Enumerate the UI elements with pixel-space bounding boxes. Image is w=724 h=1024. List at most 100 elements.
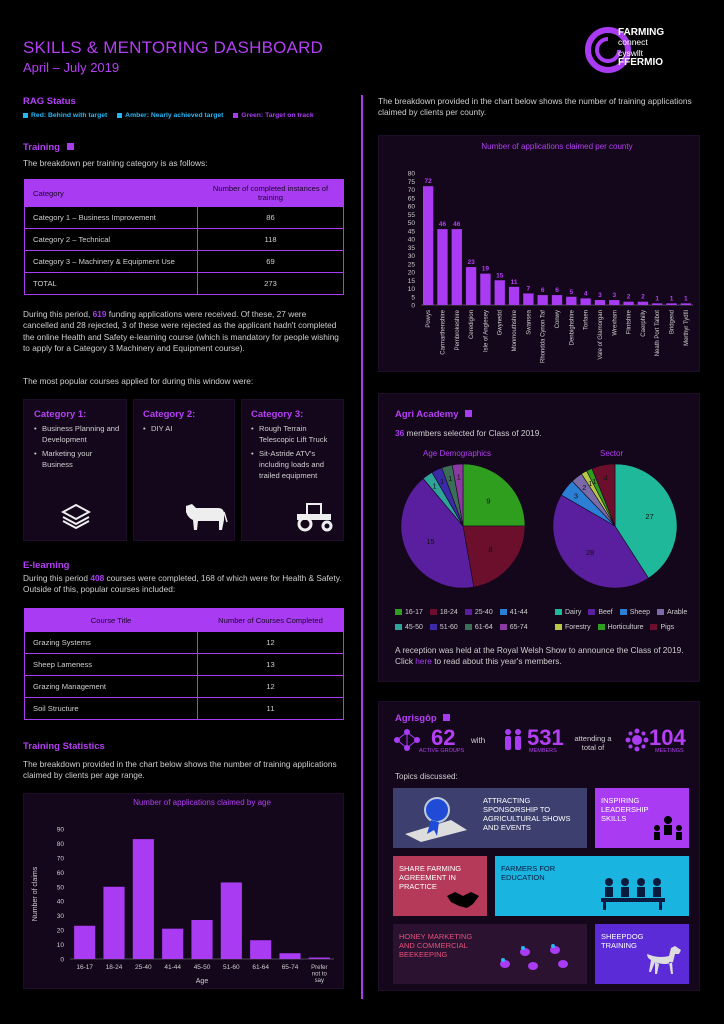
x-tick-label: Denbighshire [569, 309, 575, 345]
legend-item: 61-64 [464, 622, 493, 634]
table-row: TOTAL 273 [24, 272, 344, 295]
sheepdog-icon [647, 946, 681, 974]
data-label: 72 [425, 178, 433, 185]
legend-swatch [657, 609, 664, 616]
elearning-title: E-learning [23, 560, 70, 571]
category-3-card: Category 3: Rough Terrain Telescopic Lif… [241, 399, 344, 541]
x-tick-label: 41-44 [164, 964, 181, 971]
training-intro: The breakdown per training category is a… [23, 158, 208, 168]
leader-icon [654, 816, 682, 840]
meetings-number: 104 [649, 725, 686, 750]
category-2-title: Category 2: [143, 409, 196, 420]
y-tick-label: 20 [57, 928, 65, 935]
y-tick-label: 35 [408, 245, 416, 252]
pie-slice [591, 463, 616, 527]
bar [308, 957, 330, 959]
topic-share-farming: SHARE FARMING AGREEMENT IN PRACTICE [393, 856, 487, 916]
pie-slice [451, 463, 464, 527]
classroom-icon [601, 878, 665, 910]
network-icon [394, 729, 420, 751]
slice-label: 27 [645, 512, 653, 521]
data-label: 2 [641, 294, 645, 301]
training-table: Category Number of completed instances of… [24, 179, 344, 295]
x-tick-label: 61-64 [252, 964, 269, 971]
handshake-icon [447, 892, 479, 908]
legend-item: 18-24 [429, 607, 458, 619]
x-tick-label: Swansea [526, 309, 532, 334]
bar [508, 286, 520, 305]
x-tick-label: 45-50 [194, 964, 211, 971]
training-col-category: Category [24, 179, 198, 207]
legend-item: Horticulture [597, 622, 643, 634]
list-item: DIY AI [143, 423, 228, 434]
x-tick-label: Carmarthenshire [440, 309, 446, 354]
bar [680, 303, 691, 305]
agri-members-text: 36 members selected for Class of 2019. [395, 428, 542, 438]
table-row: Category 2 – Technical 118 [24, 228, 344, 251]
bar [580, 298, 591, 305]
legend-swatch [395, 609, 402, 616]
meetings-icon [625, 728, 649, 752]
x-tick-label: Wrexham [612, 310, 618, 336]
x-tick-label: 51-60 [223, 964, 240, 971]
x-tick-label: Ceredigion [469, 310, 475, 339]
x-tick-label: Caerphilly [641, 310, 647, 337]
data-label: 2 [627, 294, 631, 301]
x-tick-label: Neath Port Talbot [655, 310, 661, 357]
sector-title: Sector [600, 449, 624, 458]
y-tick-label: 50 [57, 884, 65, 891]
y-tick-label: 60 [57, 870, 65, 877]
data-label: 11 [511, 279, 518, 286]
bar [551, 295, 563, 305]
rag-amber-label: Amber: Nearly achieved target [125, 112, 224, 119]
bar [132, 839, 154, 959]
tractor-icon [297, 503, 333, 532]
x-tick-label: Merthyr Tydfil [684, 310, 690, 346]
y-tick-label: 25 [408, 261, 416, 268]
data-label: 6 [541, 287, 545, 294]
legend-swatch [499, 609, 507, 616]
y-tick-label: 80 [408, 171, 416, 178]
bar [523, 293, 534, 305]
logo-text-ffermio: FFERMIO [618, 57, 663, 68]
list-item: Marketing your Business [34, 448, 120, 470]
y-tick-label: 70 [408, 187, 416, 194]
legend-swatch [555, 624, 562, 631]
funding-paragraph: During this period, 619 funding applicat… [23, 309, 339, 354]
here-link[interactable]: here [415, 656, 432, 667]
bar [623, 301, 634, 305]
slice-label: 1 [588, 479, 592, 488]
legend-item: 45-50 [395, 622, 423, 634]
data-label: 46 [453, 221, 461, 228]
training-stats-text: The breakdown provided in the chart belo… [23, 759, 337, 781]
slice-label: 1 [448, 474, 452, 483]
y-tick-label: 40 [57, 899, 65, 906]
slice-label: 4 [604, 473, 608, 482]
bar [465, 267, 477, 305]
y-tick-label: 75 [408, 179, 416, 186]
x-tick-label: Powys [426, 310, 432, 328]
legend-item: Forestry [555, 622, 591, 634]
x-tick-label: Bridgend [670, 310, 676, 334]
elearning-table: Course Title Number of Courses Completed … [24, 608, 344, 720]
bar [637, 301, 649, 305]
y-tick-label: 70 [57, 855, 65, 862]
bar [220, 882, 242, 959]
x-tick-label: 65-74 [282, 964, 299, 971]
legend-item: 65-74 [499, 622, 528, 634]
slice-label: 15 [426, 537, 434, 546]
bar [103, 886, 125, 959]
y-tick-label: 20 [408, 270, 416, 277]
topic-leadership: INSPIRING LEADERSHIP SKILLS [595, 788, 689, 848]
training-title: Training [23, 142, 74, 153]
data-label: 19 [482, 266, 490, 273]
y-axis-label: Number of claims [32, 866, 39, 921]
legend-swatch [619, 609, 627, 616]
meetings-label: MEETINGS [655, 748, 684, 754]
data-label: 1 [670, 295, 674, 302]
members-icon [505, 729, 521, 750]
y-tick-label: 10 [57, 942, 65, 949]
y-tick-label: 90 [57, 827, 65, 834]
